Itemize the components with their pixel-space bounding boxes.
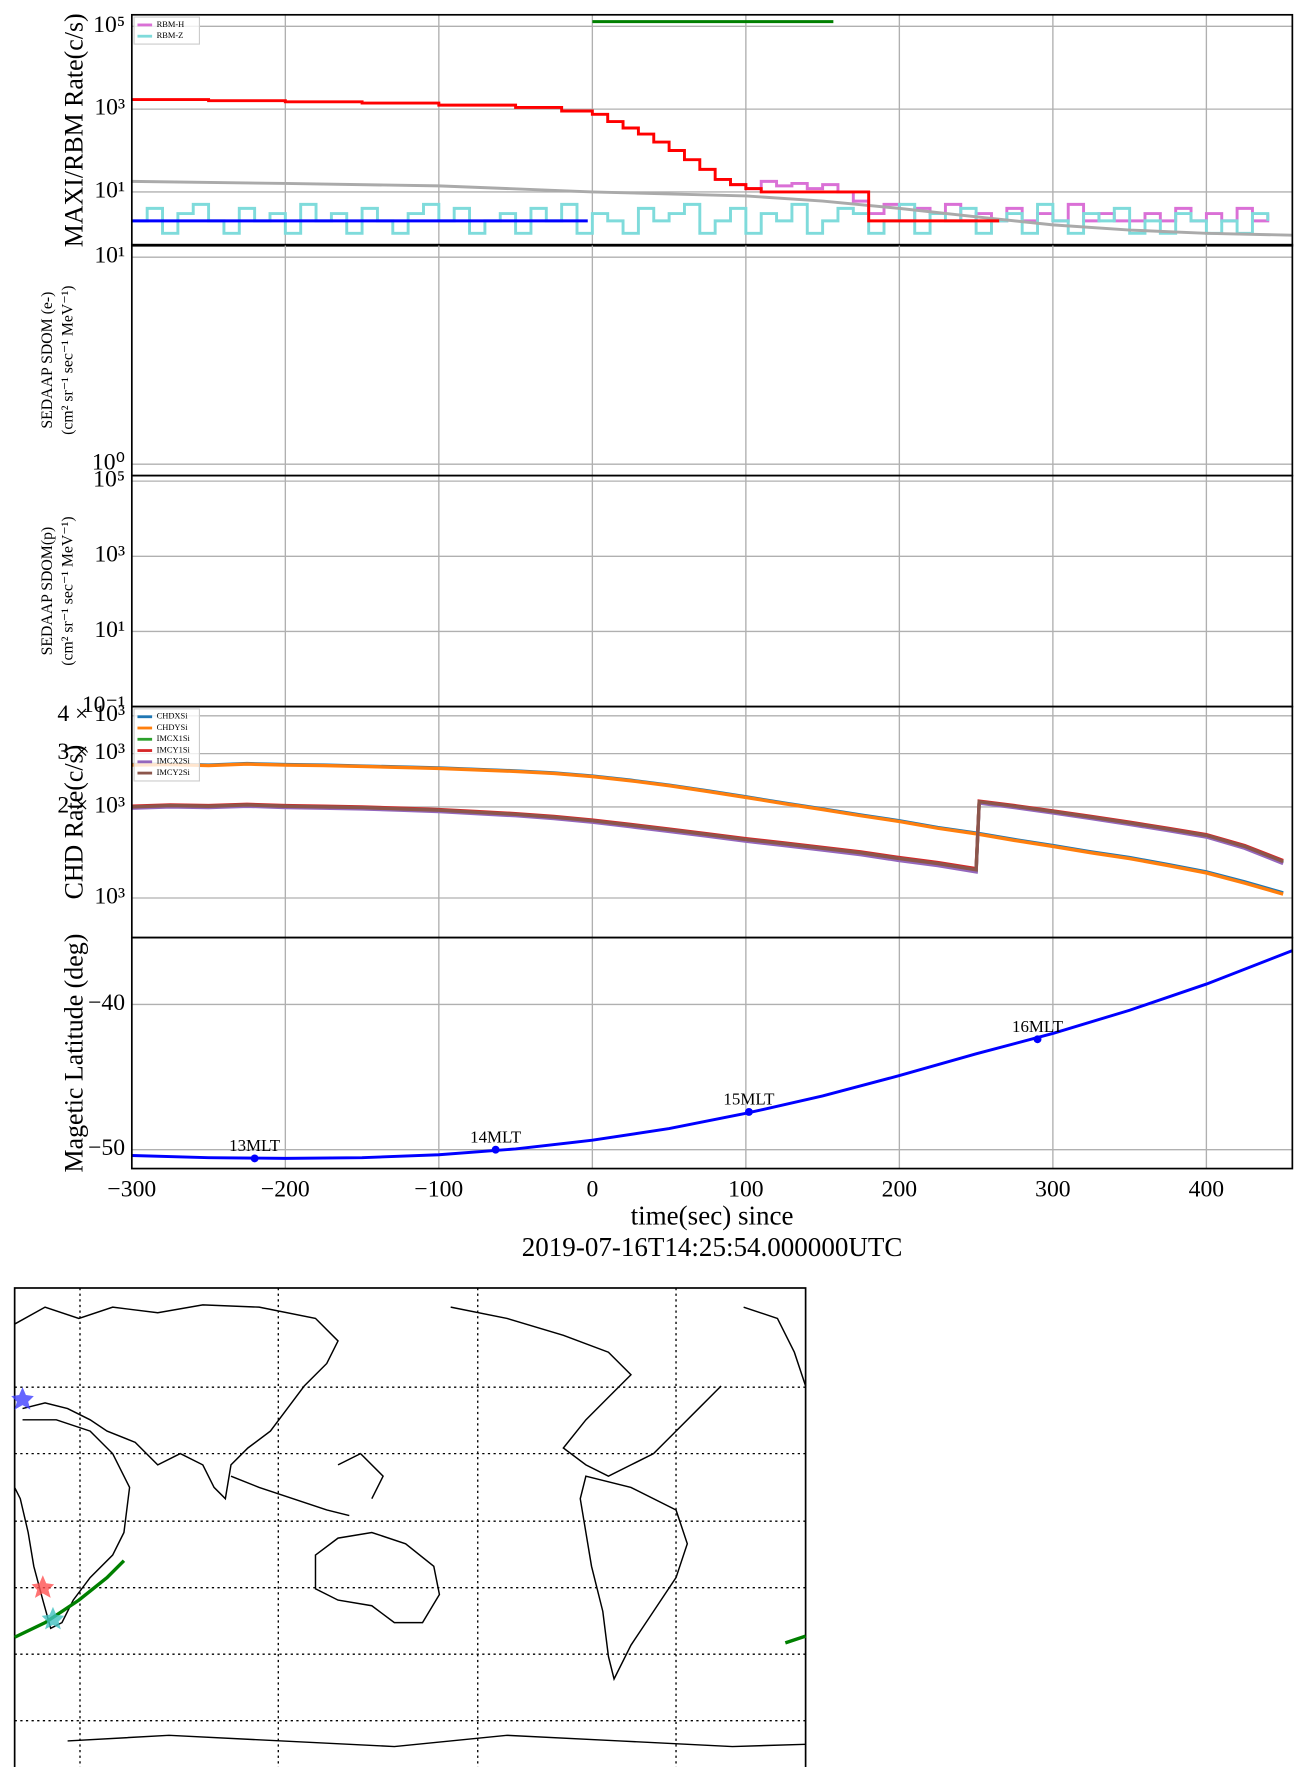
ground-track bbox=[13, 1559, 126, 1639]
x-tick-label: 0 bbox=[586, 1177, 598, 1203]
panel: 10⁻¹ 10¹ 10³ 10⁵ SEDAAP SDOM(p) (cm² sr⁻¹ sec… bbox=[39, 467, 1294, 718]
y-tick-label: 10³ bbox=[94, 95, 125, 121]
y-tick-label: −40 bbox=[88, 990, 125, 1016]
mlt-label: 13MLT bbox=[229, 1136, 281, 1155]
y-tick-label: 10¹ bbox=[94, 617, 125, 643]
axes-frame bbox=[130, 474, 1294, 708]
legend-box bbox=[133, 16, 200, 45]
ground-track bbox=[784, 1634, 807, 1645]
legend-label: RBM-Z bbox=[157, 30, 184, 40]
y-axis-label: CHD Rate(c/s) bbox=[60, 745, 89, 900]
legend-box bbox=[133, 708, 200, 782]
y-tick-label: 3 × 10³ bbox=[57, 739, 125, 765]
mlt-marker bbox=[250, 1154, 259, 1163]
y-axis-label: (cm² sr⁻¹ sec⁻¹ MeV⁻¹) bbox=[59, 516, 76, 665]
legend-label: CHDYSi bbox=[157, 722, 189, 732]
series-line bbox=[131, 98, 1000, 223]
mlt-marker bbox=[491, 1145, 500, 1154]
panel: 10³ 2 × 10³ 3 × 10³ 4 × 10³ CHD Rate(c/s) CHD… bbox=[57, 701, 1294, 939]
x-tick-label: −200 bbox=[261, 1177, 310, 1203]
mlt-label: 14MLT bbox=[470, 1127, 522, 1146]
series-line bbox=[131, 761, 1284, 895]
y-tick-label: −50 bbox=[88, 1135, 125, 1161]
series-line bbox=[131, 801, 1284, 874]
y-tick-label: 2 × 10³ bbox=[57, 792, 125, 818]
series-line bbox=[131, 799, 1284, 872]
coastlines bbox=[13, 1304, 807, 1748]
ground-track-map bbox=[11, 1287, 807, 1767]
x-tick-label: 100 bbox=[728, 1177, 763, 1203]
legend-label: IMCY2Si bbox=[157, 767, 191, 777]
y-tick-label: 10⁰ bbox=[92, 450, 125, 476]
mlt-marker bbox=[744, 1107, 753, 1116]
axes-frame bbox=[130, 243, 1294, 477]
y-tick-label: 10¹ bbox=[94, 177, 125, 203]
map-grid bbox=[14, 1287, 806, 1767]
x-tick-label: 200 bbox=[882, 1177, 917, 1203]
series-line bbox=[131, 179, 1293, 237]
x-tick-label: −300 bbox=[107, 1177, 156, 1203]
series-line bbox=[131, 762, 1284, 896]
mlt-label: 15MLT bbox=[723, 1090, 775, 1109]
y-tick-label: 4 × 10³ bbox=[57, 701, 125, 727]
y-axis-label: (cm² sr⁻¹ sec⁻¹ MeV⁻¹) bbox=[59, 285, 76, 434]
y-axis-label: SEDAAP SDOM (e-) bbox=[39, 292, 56, 429]
legend-label: IMCX2Si bbox=[157, 756, 191, 766]
map-frame bbox=[13, 1287, 807, 1767]
position-star bbox=[31, 1575, 55, 1598]
position-star bbox=[11, 1387, 34, 1410]
y-tick-label: 10⁻¹ bbox=[82, 692, 125, 718]
x-tick-label: −100 bbox=[414, 1177, 463, 1203]
legend-label: IMCY1Si bbox=[157, 744, 191, 754]
y-tick-label: 10⁵ bbox=[93, 467, 125, 493]
series-line bbox=[131, 949, 1293, 1160]
y-axis-label: Magetic Latitude (deg) bbox=[60, 934, 89, 1173]
legend-label: CHDXSi bbox=[157, 711, 189, 721]
y-axis-label: SEDAAP SDOM(p) bbox=[39, 527, 56, 656]
x-tick-label: 400 bbox=[1189, 1177, 1224, 1203]
x-axis-label: 2019-07-16T14:25:54.000000UTC bbox=[522, 1232, 903, 1262]
legend-label: RBM-H bbox=[157, 19, 185, 29]
panel: −300 −200 −100 0 100 200 300 400 −50 −40 13MLT 14ML… bbox=[60, 934, 1294, 1262]
legend-label: IMCX1Si bbox=[157, 733, 191, 743]
panel: 10⁰ 10¹ SEDAAP SDOM (e-) (cm² sr⁻¹ sec⁻¹ Me… bbox=[39, 243, 1294, 477]
y-tick-label: 10⁵ bbox=[93, 12, 125, 38]
y-axis-label: MAXI/RBM Rate(c/s) bbox=[60, 13, 89, 247]
y-tick-label: 10³ bbox=[94, 542, 125, 568]
x-tick-label: 300 bbox=[1035, 1177, 1070, 1203]
y-tick-label: 10³ bbox=[94, 883, 125, 909]
axes-frame bbox=[130, 13, 1294, 247]
mlt-marker bbox=[1033, 1035, 1042, 1044]
y-tick-label: 10¹ bbox=[94, 243, 125, 269]
x-axis-label: time(sec) since bbox=[631, 1200, 794, 1230]
axes-frame bbox=[130, 936, 1294, 1170]
position-star bbox=[41, 1606, 65, 1630]
mlt-label: 16MLT bbox=[1012, 1017, 1064, 1036]
